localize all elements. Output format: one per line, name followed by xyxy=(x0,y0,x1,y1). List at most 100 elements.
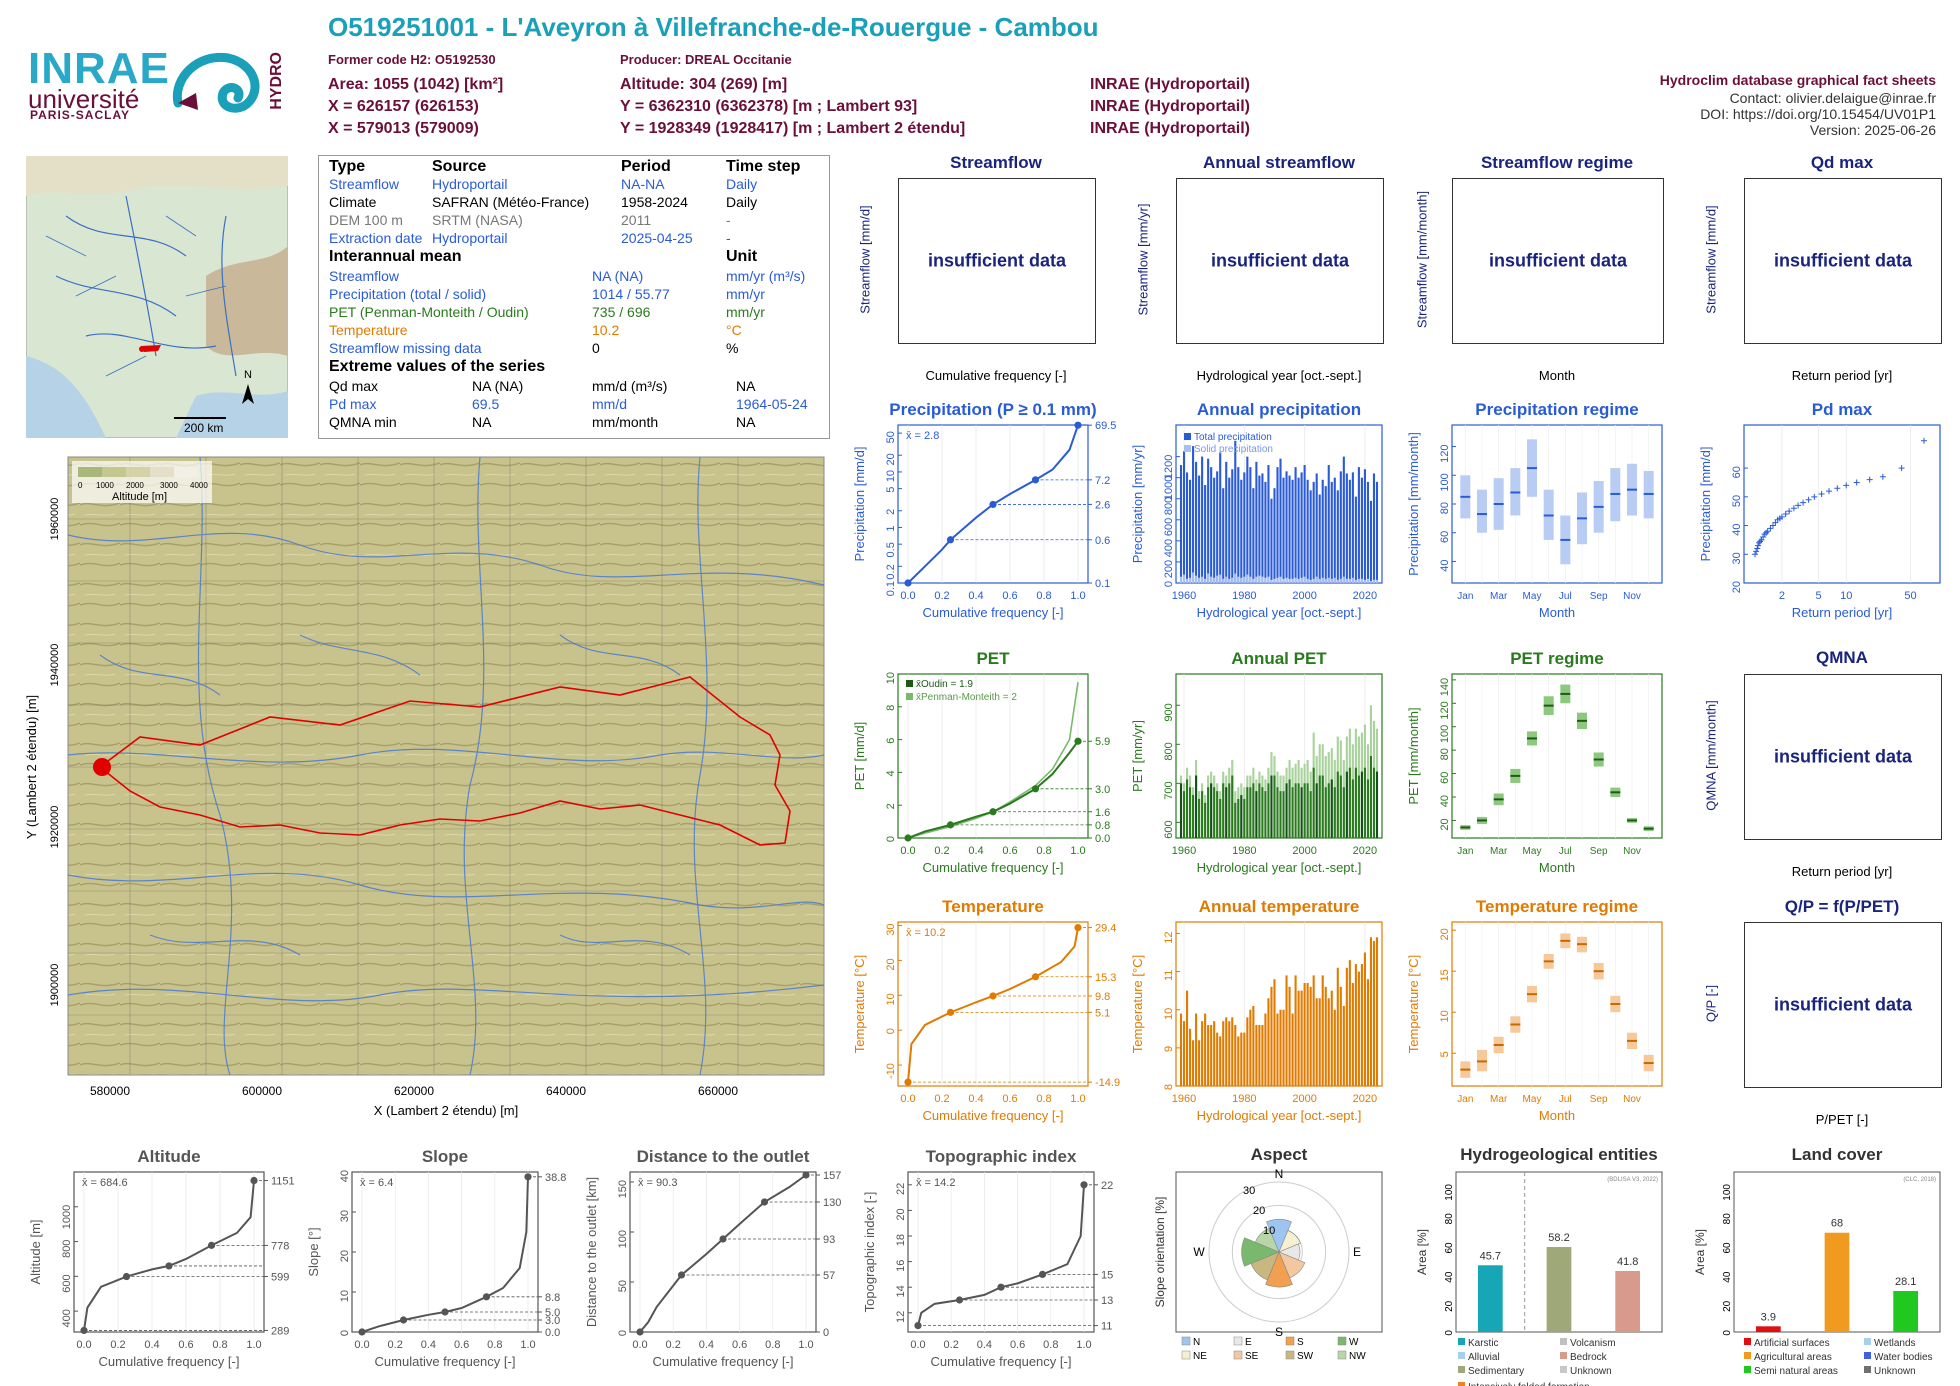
annual_pet-oudin-bar xyxy=(1213,787,1216,838)
temp_regime-xtick: Mar xyxy=(1490,1094,1508,1105)
temp_cdf-ytick: 0 xyxy=(885,1028,897,1034)
distance_cdf-right-tick: 130 xyxy=(823,1197,841,1209)
annual_precip-solid-bar xyxy=(1339,578,1342,583)
alt-legend-tick: 3000 xyxy=(160,481,178,490)
annual_precip-bar xyxy=(1237,467,1240,583)
precip_regime-box xyxy=(1477,489,1487,533)
pd_max-point xyxy=(1898,465,1905,472)
precip_cdf-right-tick: 69.5 xyxy=(1095,420,1116,432)
precip_cdf-quantile-point xyxy=(946,536,955,544)
annual_precip-bar xyxy=(1309,490,1312,583)
annual_precip-bar xyxy=(1243,472,1246,583)
pd_max-point xyxy=(1755,542,1762,549)
altitude_cdf-mean-label: x̄ = 684.6 xyxy=(82,1177,128,1189)
annual_precip-solid-bar xyxy=(1201,576,1204,583)
annual_precip-bar xyxy=(1195,461,1198,583)
hydrogeology-ytick: 20 xyxy=(1444,1300,1455,1312)
pet_cdf-xtick: 0.8 xyxy=(1036,845,1051,857)
annual_pet-oudin-bar xyxy=(1342,787,1345,838)
slope_cdf-ytick: 20 xyxy=(339,1250,351,1262)
topo_cdf-ytick: 18 xyxy=(895,1234,907,1246)
precip_cdf-quantile-point xyxy=(904,579,912,587)
annual_precip-solid-bar xyxy=(1318,578,1321,583)
qmna-plot: insufficient data xyxy=(1744,674,1942,840)
annual_precip-bar xyxy=(1219,452,1222,583)
precip_cdf-quantile-point xyxy=(989,500,997,509)
slope_cdf-xtick: 0.8 xyxy=(487,1339,502,1351)
pd_max-point xyxy=(1767,525,1774,532)
pd_max-point xyxy=(1800,499,1807,506)
temp_regime-ytick: 10 xyxy=(1439,1010,1451,1022)
hydrogeology-legend-swatch xyxy=(1458,1382,1465,1386)
annual_precip-bar xyxy=(1282,477,1285,583)
annual_precip-solid-bar xyxy=(1189,577,1192,583)
annual_precip-solid-bar xyxy=(1213,577,1216,583)
annual_precip-solid-bar xyxy=(1210,576,1213,583)
annual_pet-oudin-bar xyxy=(1261,787,1264,838)
pet_regime-xlabel: Month xyxy=(1539,860,1575,875)
annual_temp-bar xyxy=(1312,975,1315,1086)
annual_precip-solid-bar xyxy=(1198,577,1201,583)
altitude_cdf-quantile-point xyxy=(122,1272,131,1281)
aspect-ring xyxy=(1231,1204,1327,1300)
hydrogeology-source: (BDLISA V3, 2022) xyxy=(1607,1177,1658,1183)
temp_cdf-xtick: 0.8 xyxy=(1036,1093,1051,1105)
annual_temp-bar xyxy=(1204,1013,1207,1086)
annual_temp-bar xyxy=(1342,1005,1345,1086)
altitude_cdf-quantile-point xyxy=(80,1326,88,1335)
precip_regime-ylabel: Precipitation [mm/month] xyxy=(1406,432,1421,576)
land_cover-bar xyxy=(1824,1232,1850,1332)
land_cover-legend-label: Semi natural areas xyxy=(1754,1366,1838,1377)
annual_pet-oudin-bar xyxy=(1240,795,1243,838)
slope_cdf-right-tick: 0.0 xyxy=(545,1327,560,1339)
annual_temp-bar xyxy=(1179,1013,1183,1086)
annual_pet-oudin-bar xyxy=(1207,787,1210,838)
aspect-ring-label: 10 xyxy=(1263,1225,1275,1237)
streamflow-title: Streamflow xyxy=(950,153,1042,172)
annual_temp-bar xyxy=(1303,983,1306,1086)
annual_temp-bar xyxy=(1255,1024,1258,1086)
pet_cdf-legend-swatch xyxy=(906,680,913,687)
annual_precip-solid-bar xyxy=(1360,578,1363,583)
aspect-legend-label: S xyxy=(1297,1337,1304,1348)
annual_pet-oudin-bar xyxy=(1279,791,1282,838)
precip_cdf-ytick: 1 xyxy=(885,525,897,531)
annual_precip-bar xyxy=(1288,475,1291,583)
pd_max-ytick: 20 xyxy=(1731,581,1743,593)
annual_pet-oudin-bar xyxy=(1198,798,1201,838)
annual_temp-bar xyxy=(1276,1013,1279,1086)
annual_pet-oudin-bar xyxy=(1204,802,1207,838)
pd_max-point xyxy=(1826,488,1832,495)
temp_cdf-right-tick: 15.3 xyxy=(1095,972,1116,984)
distance_cdf-xtick: 0.8 xyxy=(765,1339,780,1351)
land_cover-bar xyxy=(1893,1290,1919,1332)
pet_regime-xtick: Sep xyxy=(1590,846,1608,857)
annual_precip-bar xyxy=(1201,456,1204,583)
annual_pet-oudin-bar xyxy=(1189,787,1192,838)
land_cover-legend-swatch xyxy=(1864,1338,1871,1345)
alt-legend-tick: 0 xyxy=(78,481,83,490)
slope_cdf-xtick: 0.6 xyxy=(454,1339,469,1351)
slope_cdf-quantile-point xyxy=(399,1316,408,1324)
annual_precip-bar xyxy=(1225,461,1228,583)
distance_cdf-xtick: 0.4 xyxy=(699,1339,714,1351)
streamflow-regime-plot: insufficient data xyxy=(1452,178,1664,344)
map-ytick: 1900000 xyxy=(49,964,61,1007)
precip_regime-ytick: 40 xyxy=(1439,559,1451,571)
slope_cdf-line xyxy=(361,1176,529,1333)
annual_pet-xtick: 1960 xyxy=(1172,845,1196,857)
annual_pet-oudin-bar xyxy=(1216,791,1219,838)
annual_precip-solid-bar xyxy=(1300,577,1303,583)
map-xlabel: X (Lambert 2 étendu) [m] xyxy=(374,1103,519,1118)
annual_temp-bar xyxy=(1360,963,1363,1086)
altitude_cdf-title: Altitude xyxy=(137,1147,200,1166)
annual_precip-xtick: 2020 xyxy=(1353,590,1377,602)
annual_precip-solid-bar xyxy=(1369,580,1373,583)
annual_temp-bar xyxy=(1228,1021,1231,1086)
annual_temp-bar xyxy=(1192,1040,1195,1086)
info-row-extraction: Extraction date Hydroportail 2025-04-25- xyxy=(329,230,731,246)
qd-max-title: Qd max xyxy=(1810,153,1874,172)
annual_temp-bar xyxy=(1195,1013,1198,1086)
annual_pet-ytick: 600 xyxy=(1163,820,1175,838)
annual_precip-solid-bar xyxy=(1309,579,1312,583)
